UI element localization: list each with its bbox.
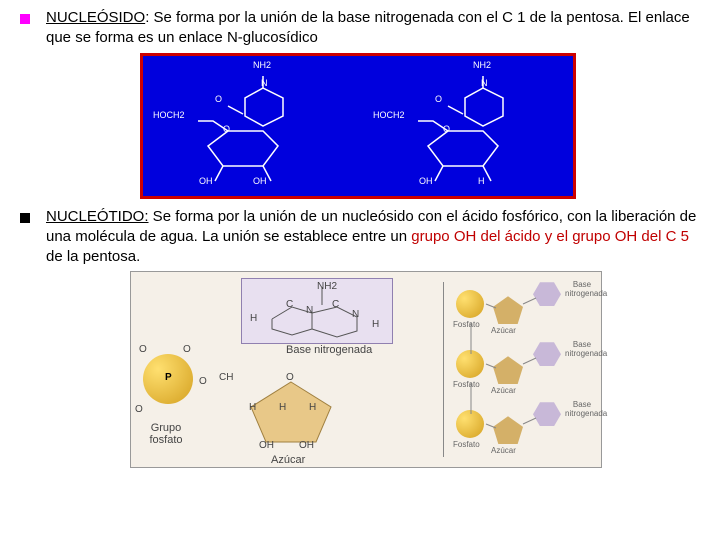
label-h: H bbox=[372, 319, 379, 330]
label-p: P bbox=[165, 372, 172, 383]
bullet-icon bbox=[20, 213, 30, 223]
label-n: N bbox=[306, 305, 313, 316]
label-nh2: NH2 bbox=[317, 281, 337, 292]
label-h: H bbox=[279, 402, 286, 413]
label-n: N bbox=[352, 309, 359, 320]
term-nucleotido: NUCLEÓTIDO: bbox=[46, 208, 149, 225]
section-nucleosido: NUCLEÓSIDO: Se forma por la unión de la … bbox=[20, 8, 700, 49]
label-o: O bbox=[139, 344, 147, 355]
highlight-text: grupo OH del ácido y el grupo OH del C 5 bbox=[411, 228, 689, 245]
label-o: O bbox=[286, 372, 294, 383]
label-h: H bbox=[309, 402, 316, 413]
label-ch: CH bbox=[219, 372, 233, 383]
label-o: O bbox=[183, 344, 191, 355]
figure-nucleotido-diagram: NH2 H C N C N H Base nitrogenada P O O O… bbox=[130, 271, 602, 468]
phosphate-sphere: P bbox=[143, 354, 193, 404]
divider-line bbox=[443, 282, 444, 457]
figure-nucleosido-diagram: NH2 N O HOCH2 O OH OH NH2 N O HOCH2 O OH… bbox=[140, 53, 576, 199]
bullet-icon bbox=[20, 14, 30, 24]
phosphate-group: P O O O O bbox=[143, 354, 193, 404]
nucleotido-text: NUCLEÓTIDO: Se forma por la unión de un … bbox=[46, 207, 700, 268]
label-o: O bbox=[135, 404, 143, 415]
label-grupo-fosfato: Grupo fosfato bbox=[141, 422, 191, 446]
chain-lines-svg bbox=[451, 282, 591, 462]
label-c: C bbox=[286, 299, 293, 310]
base-box: NH2 H C N C N H bbox=[241, 278, 393, 344]
term-nucleosido: NUCLEÓSIDO bbox=[46, 9, 145, 26]
label-o: O bbox=[199, 376, 207, 387]
nucleotido-body2: de la pentosa. bbox=[46, 248, 140, 265]
label-c: C bbox=[332, 299, 339, 310]
label-h: H bbox=[249, 402, 256, 413]
molecule-svg-left bbox=[173, 66, 333, 186]
label-base-nitrogenada: Base nitrogenada bbox=[286, 344, 372, 356]
label-oh: OH bbox=[299, 440, 314, 451]
label-h: H bbox=[250, 313, 257, 324]
section-nucleotido: NUCLEÓTIDO: Se forma por la unión de un … bbox=[20, 207, 700, 268]
label-oh: OH bbox=[259, 440, 274, 451]
label-azucar: Azúcar bbox=[271, 454, 305, 466]
molecule-svg-right bbox=[393, 66, 553, 186]
nucleosido-text: NUCLEÓSIDO: Se forma por la unión de la … bbox=[46, 8, 700, 49]
